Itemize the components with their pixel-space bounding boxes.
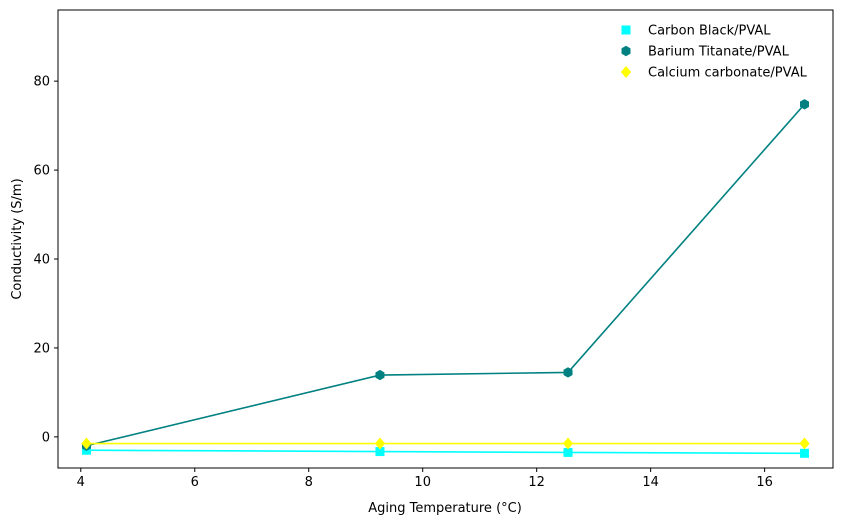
- data-point: [800, 99, 810, 110]
- x-tick-label: 16: [756, 475, 773, 490]
- legend-label: Barium Titanate/PVAL: [648, 45, 790, 60]
- y-axis-title: Conductivity (S/m): [10, 178, 25, 299]
- legend-label: Calcium carbonate/PVAL: [648, 66, 808, 81]
- y-axis-ticks: 0 20 40 60 80: [33, 75, 58, 445]
- x-tick-label: 10: [414, 475, 431, 490]
- series-line: [86, 449, 805, 455]
- y-tick-label: 0: [42, 430, 50, 445]
- data-point: [374, 437, 386, 450]
- data-point: [563, 367, 573, 378]
- plot-area: [57, 9, 834, 469]
- x-axis-title: Aging Temperature (°C): [368, 501, 522, 516]
- legend-marker: [620, 66, 632, 78]
- legend-marker: [621, 45, 631, 57]
- data-point: [81, 437, 92, 450]
- data-point: [563, 447, 573, 457]
- data-point: [375, 447, 385, 457]
- x-axis-ticks: 4 6 8 10 12 14 16: [77, 468, 773, 490]
- y-tick-label: 60: [33, 164, 50, 179]
- x-tick-label: 4: [77, 475, 85, 490]
- y-tick-label: 40: [33, 253, 50, 268]
- data-point: [799, 437, 810, 450]
- data-point: [800, 448, 810, 458]
- legend-marker: [621, 25, 631, 35]
- series-layer: [81, 99, 810, 458]
- x-tick-label: 12: [528, 475, 545, 490]
- series-line: [86, 103, 806, 447]
- legend-label: Carbon Black/PVAL: [648, 24, 771, 39]
- x-tick-label: 8: [305, 475, 313, 490]
- x-tick-label: 14: [642, 475, 659, 490]
- data-point: [562, 437, 574, 450]
- x-tick-label: 6: [191, 475, 199, 490]
- y-tick-label: 80: [33, 75, 50, 90]
- data-point: [375, 369, 385, 381]
- legend: Carbon Black/PVAL Barium Titanate/PVAL Cal…: [620, 24, 808, 81]
- y-tick-label: 20: [33, 341, 50, 356]
